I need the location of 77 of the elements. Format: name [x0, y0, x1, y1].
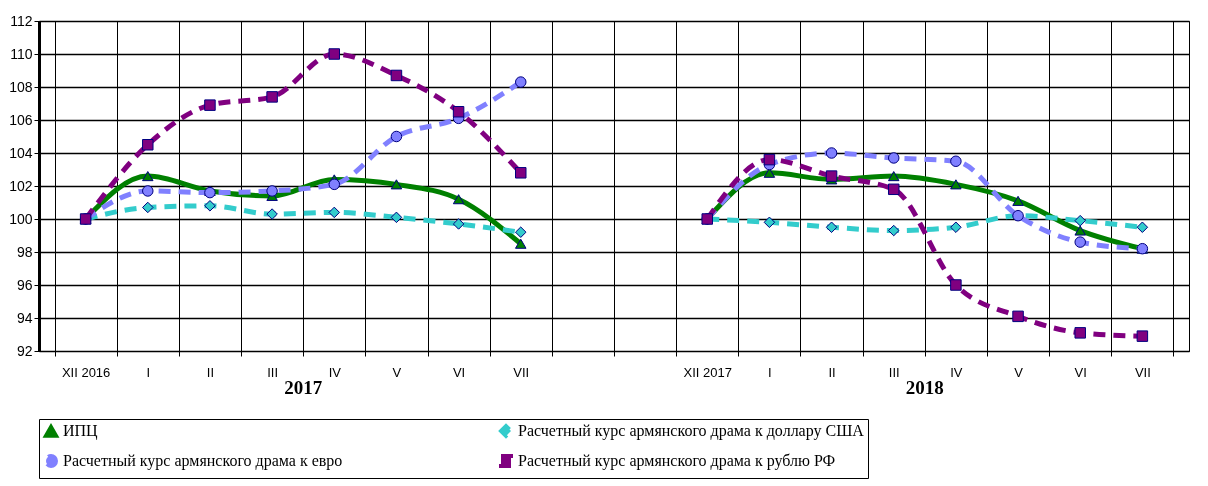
point — [204, 99, 216, 111]
point — [515, 76, 527, 88]
point — [825, 221, 838, 233]
y-tick-label: 106 — [9, 111, 33, 128]
x-tick-label: I — [768, 364, 772, 380]
text: 2017 — [284, 377, 323, 398]
point — [328, 48, 341, 60]
point — [328, 206, 341, 219]
point — [763, 216, 776, 229]
point — [452, 218, 465, 230]
x-tick-label: VI — [452, 364, 466, 380]
y-tick-label: 110 — [10, 45, 33, 62]
legend-label: ИПЦ — [63, 422, 99, 441]
point — [142, 185, 154, 197]
point — [887, 152, 900, 164]
y-tick-label: 102 — [9, 177, 33, 194]
point — [142, 171, 154, 182]
x-tick-label: III — [888, 364, 900, 380]
point — [1136, 330, 1149, 342]
text: 2018 — [905, 377, 944, 398]
x-tick-label: XII 2016 — [61, 364, 111, 380]
x-tick-label: VII — [1134, 364, 1151, 380]
y-tick-label: 98 — [16, 243, 33, 260]
point — [825, 170, 838, 182]
point — [887, 171, 900, 182]
x-tick-label: VI — [1074, 364, 1087, 380]
point — [763, 153, 776, 166]
y-tick-label: 92 — [16, 342, 33, 359]
point — [390, 69, 403, 82]
point — [950, 155, 962, 167]
x-tick-label: III — [267, 364, 279, 380]
y-tick-label: 100 — [9, 210, 33, 227]
point — [1074, 236, 1086, 248]
x-tick-label: I — [146, 364, 151, 380]
point — [950, 179, 962, 190]
point — [950, 279, 962, 291]
x-tick-label: V — [1014, 364, 1024, 380]
point — [390, 130, 403, 143]
point — [452, 194, 465, 205]
point — [452, 106, 465, 118]
y-tick-label: 94 — [16, 309, 33, 326]
point — [825, 147, 838, 159]
legend-label: Расчетный курс армянского драма к рублю РФ — [518, 452, 836, 470]
y-tick-label: 104 — [9, 144, 33, 161]
point — [204, 200, 216, 212]
point — [266, 91, 278, 103]
x-tick-label: V — [392, 364, 402, 380]
point — [390, 179, 403, 190]
point — [390, 211, 403, 224]
point — [887, 224, 900, 237]
point — [950, 221, 962, 233]
point — [515, 226, 527, 238]
point — [515, 238, 527, 249]
point — [142, 139, 154, 151]
y-tick-label: 112 — [10, 12, 33, 29]
x-tick-label: IV — [328, 364, 342, 380]
point — [1012, 310, 1024, 323]
x-tick-label: IV — [950, 364, 963, 380]
x-tick-label: II — [206, 364, 215, 380]
legend-label: Расчетный курс армянского драма к евро — [63, 452, 343, 470]
x-tick-label: VII — [513, 364, 530, 380]
point — [266, 185, 278, 197]
point — [1074, 214, 1086, 227]
x-tick-label: II — [828, 364, 836, 380]
legend-label: Расчетный курс армянского драма к доллару США — [518, 422, 865, 440]
point — [515, 167, 527, 179]
point — [1074, 327, 1086, 339]
point — [328, 178, 341, 191]
x-tick-label: XII 2017 — [683, 364, 732, 380]
point — [887, 183, 900, 196]
point — [142, 201, 154, 214]
point — [1012, 195, 1024, 206]
y-tick-label: 96 — [16, 276, 33, 293]
point — [1136, 221, 1149, 233]
point — [1074, 225, 1086, 236]
point — [266, 208, 278, 220]
y-tick-label: 108 — [9, 78, 33, 95]
